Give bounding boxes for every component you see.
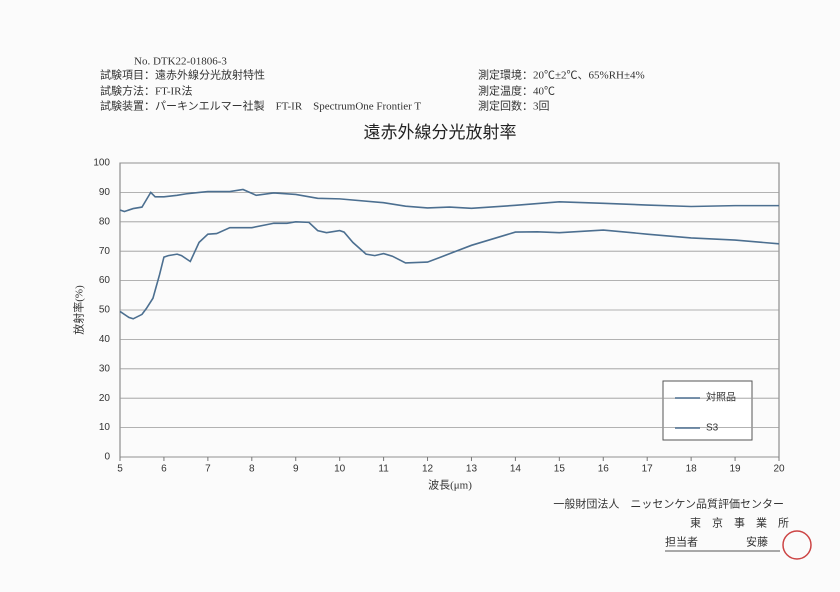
x-tick-label: 5 [117, 464, 123, 475]
x-tick-label: 7 [205, 464, 211, 475]
y-tick-label: 30 [99, 363, 111, 374]
legend-label: S3 [706, 423, 719, 434]
y-tick-label: 90 [99, 187, 111, 198]
x-tick-label: 10 [334, 464, 346, 475]
test-item: 試験項目：遠赤外線分光放射特性 [100, 68, 265, 82]
x-tick-label: 12 [422, 464, 434, 475]
x-tick-label: 15 [554, 464, 566, 475]
series-line [119, 188, 779, 213]
test-equipment: 試験装置：パーキンエルマー社製 FT-IR SpectrumOne Fronti… [100, 99, 421, 113]
x-tick-label: 8 [249, 464, 255, 475]
person: 安藤 [746, 535, 768, 549]
report-number: No. DTK22-01806-3 [134, 56, 227, 68]
environment: 測定環境：20℃±2℃、65%RH±4% [478, 68, 645, 82]
chart-title: 遠赤外線分光放射率 [364, 123, 517, 142]
x-axis-label: 波長(μm) [428, 479, 472, 492]
series-line [119, 220, 780, 320]
y-tick-label: 70 [99, 246, 111, 257]
y-tick-label: 10 [99, 422, 111, 433]
legend-box [662, 380, 753, 441]
y-tick-label: 40 [99, 334, 111, 345]
x-tick-label: 17 [642, 464, 654, 475]
y-tick-label: 60 [99, 275, 111, 286]
x-tick-label: 16 [598, 464, 610, 475]
y-tick-label: 50 [99, 305, 111, 316]
x-tick-label: 19 [730, 464, 742, 475]
person-label: 担当者 [665, 535, 698, 549]
y-axis-label: 放射率(%) [72, 285, 86, 335]
x-tick-label: 20 [773, 464, 785, 475]
x-tick-label: 9 [293, 464, 299, 475]
x-tick-label: 13 [466, 464, 478, 475]
x-tick-label: 14 [510, 464, 522, 475]
y-tick-label: 0 [104, 452, 110, 463]
test-method: 試験方法：FT-IR法 [100, 84, 193, 98]
y-tick-label: 100 [93, 158, 110, 169]
count: 測定回数：3回 [478, 99, 550, 113]
x-tick-label: 18 [686, 464, 698, 475]
temperature: 測定温度：40℃ [478, 84, 555, 98]
organization: 一般財団法人 ニッセンケン品質評価センター [553, 497, 784, 511]
office: 東 京 事 業 所 [690, 516, 789, 530]
legend-label: 対照品 [706, 391, 736, 404]
x-tick-label: 6 [161, 464, 167, 475]
x-tick-label: 11 [378, 464, 389, 475]
seal [782, 530, 812, 560]
y-tick-label: 80 [99, 216, 111, 227]
y-tick-label: 20 [99, 393, 111, 404]
